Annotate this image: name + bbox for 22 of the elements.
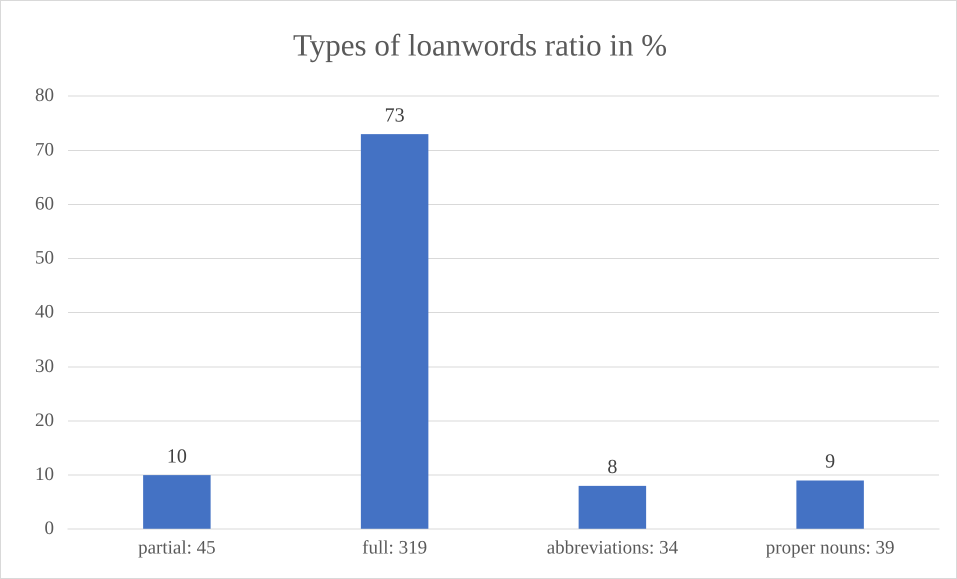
chart-title: Types of loanwords ratio in % (292, 28, 668, 63)
y-tick-label: 20 (35, 410, 54, 431)
y-tick-label: 50 (35, 248, 54, 269)
bar (360, 134, 428, 529)
y-tick-label: 70 (35, 139, 54, 160)
data-label: 9 (825, 450, 836, 473)
y-tick-label: 60 (35, 193, 54, 214)
data-label: 10 (166, 445, 187, 468)
y-tick-label: 40 (35, 302, 54, 323)
y-tick-label: 10 (35, 464, 54, 486)
bar (796, 480, 864, 529)
x-tick-label: full: 319 (362, 538, 428, 559)
bar (578, 486, 646, 529)
bar (143, 475, 211, 529)
data-label: 73 (384, 104, 405, 126)
data-label: 8 (607, 456, 618, 478)
y-tick-label: 30 (35, 356, 54, 377)
x-tick-label: abbreviations: 34 (546, 538, 679, 559)
y-tick-label: 0 (44, 518, 54, 540)
x-tick-label: partial: 45 (138, 538, 216, 559)
x-tick-label: proper nouns: 39 (766, 538, 895, 559)
y-tick-label: 80 (35, 85, 54, 106)
